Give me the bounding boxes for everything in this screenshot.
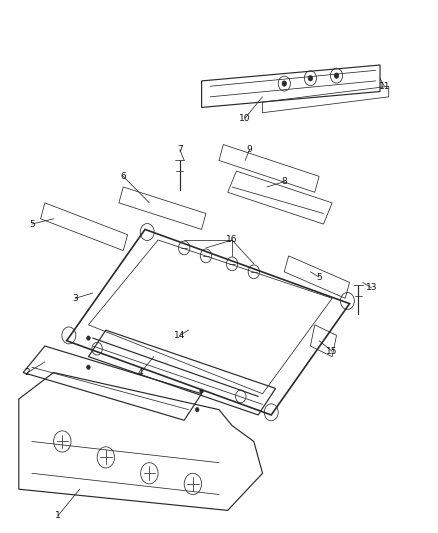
Text: 5: 5 xyxy=(29,220,35,229)
Circle shape xyxy=(195,408,199,412)
Text: 7: 7 xyxy=(177,146,183,155)
Circle shape xyxy=(308,76,313,81)
Text: 6: 6 xyxy=(120,172,126,181)
Text: 5: 5 xyxy=(316,272,322,281)
Text: 9: 9 xyxy=(247,146,252,155)
Text: 16: 16 xyxy=(226,236,238,245)
Text: 11: 11 xyxy=(378,82,390,91)
Text: 8: 8 xyxy=(281,177,287,186)
Text: 15: 15 xyxy=(326,347,338,356)
Text: 1: 1 xyxy=(55,511,61,520)
Text: 10: 10 xyxy=(239,114,251,123)
Circle shape xyxy=(87,336,90,340)
Circle shape xyxy=(87,365,90,369)
Text: 4: 4 xyxy=(138,368,144,377)
Circle shape xyxy=(200,389,203,393)
Circle shape xyxy=(282,81,286,86)
Text: 14: 14 xyxy=(174,331,186,340)
Text: 13: 13 xyxy=(366,283,377,292)
Circle shape xyxy=(334,73,339,78)
Text: 2: 2 xyxy=(25,368,30,377)
Text: 3: 3 xyxy=(73,294,78,303)
